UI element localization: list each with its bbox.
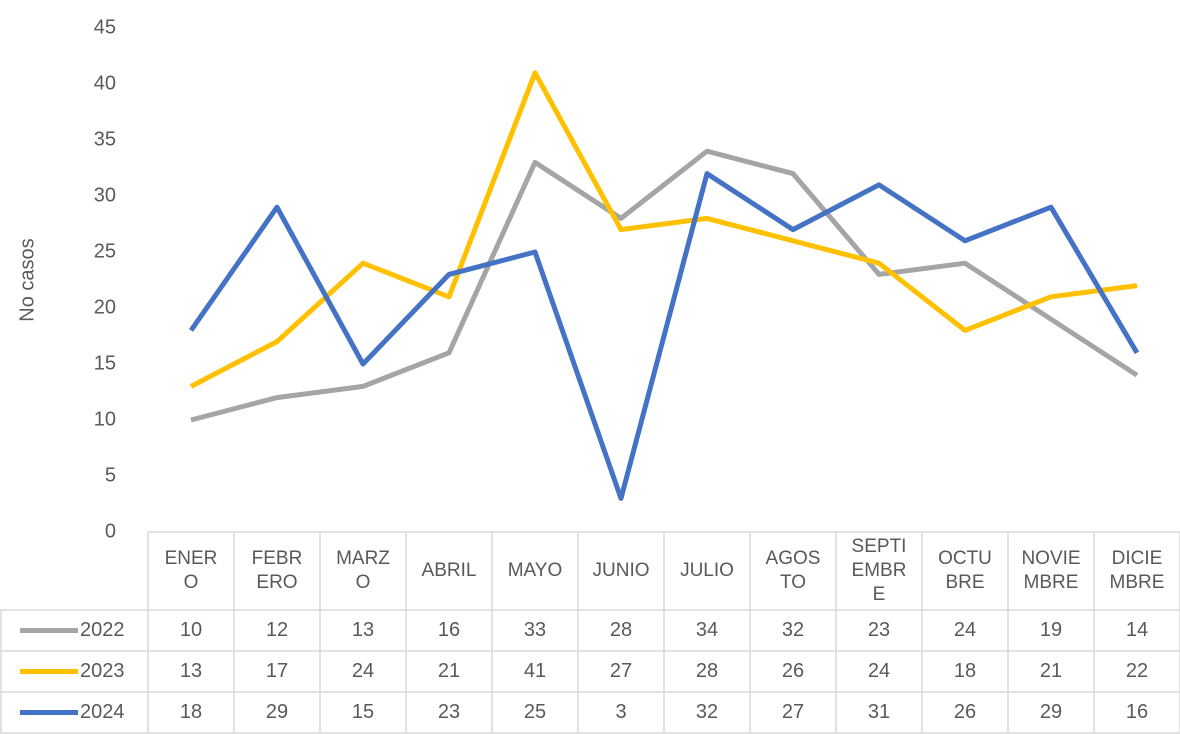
table-value: 3 xyxy=(615,701,626,723)
y-tick-label: 25 xyxy=(94,240,116,262)
x-tick-label: JUNIO xyxy=(578,532,664,610)
category-text: FEBRERO xyxy=(251,548,303,593)
y-tick-label: 40 xyxy=(94,72,116,94)
table-value: 22 xyxy=(1126,660,1148,682)
x-tick-label: ENERO xyxy=(148,532,234,610)
x-tick-label: JULIO xyxy=(664,532,750,610)
table-value: 23 xyxy=(868,619,890,641)
table-value: 26 xyxy=(782,660,804,682)
table-value: 14 xyxy=(1126,619,1148,641)
table-value: 32 xyxy=(782,619,804,641)
table-value: 16 xyxy=(1126,701,1148,723)
table-value: 27 xyxy=(610,660,632,682)
y-tick-label: 20 xyxy=(94,296,116,318)
category-text: SEPTIEMBRE xyxy=(851,536,907,605)
x-tick-label: NOVIEMBRE xyxy=(1008,532,1094,610)
series-line xyxy=(190,148,1139,423)
y-axis-title: No casos xyxy=(16,238,38,321)
legend-label: 2024 xyxy=(80,701,125,723)
table-value: 13 xyxy=(180,660,202,682)
table-value: 24 xyxy=(352,660,374,682)
category-text: ABRIL xyxy=(421,560,477,581)
table-value: 28 xyxy=(610,619,632,641)
table-value: 15 xyxy=(352,701,374,723)
table-value: 19 xyxy=(1040,619,1062,641)
legend-label: 2022 xyxy=(80,619,125,641)
table-value: 21 xyxy=(438,660,460,682)
table-value: 24 xyxy=(954,619,976,641)
table-value: 26 xyxy=(954,701,976,723)
table-value: 18 xyxy=(954,660,976,682)
legend-label: 2023 xyxy=(80,660,125,682)
x-tick-label: ABRIL xyxy=(406,532,492,610)
y-tick-label: 0 xyxy=(105,520,116,542)
category-text: NOVIEMBRE xyxy=(1021,548,1081,593)
y-tick-label: 45 xyxy=(94,16,116,38)
table-value: 33 xyxy=(524,619,546,641)
table-value: 27 xyxy=(782,701,804,723)
x-tick-label: FEBRERO xyxy=(234,532,320,610)
category-text: MARZO xyxy=(336,548,390,593)
table-value: 31 xyxy=(868,701,890,723)
x-tick-label: AGOSTO xyxy=(750,532,836,610)
table-value: 29 xyxy=(1040,701,1062,723)
series-line xyxy=(188,171,1140,501)
table-value: 21 xyxy=(1040,660,1062,682)
y-tick-label: 30 xyxy=(94,184,116,206)
table-value: 29 xyxy=(266,701,288,723)
table-value: 16 xyxy=(438,619,460,641)
table-value: 18 xyxy=(180,701,202,723)
y-tick-label: 10 xyxy=(94,408,116,430)
category-text: JULIO xyxy=(680,560,734,581)
y-tick-label: 5 xyxy=(105,464,116,486)
x-tick-label: MARZO xyxy=(320,532,406,610)
y-tick-label: 35 xyxy=(94,128,116,150)
table-value: 28 xyxy=(696,660,718,682)
category-text: ENERO xyxy=(164,548,218,593)
x-tick-label: SEPTIEMBRE xyxy=(836,532,922,610)
table-value: 25 xyxy=(524,701,546,723)
table-value: 23 xyxy=(438,701,460,723)
table-value: 41 xyxy=(524,660,546,682)
x-tick-label: OCTUBRE xyxy=(922,532,1008,610)
table-value: 13 xyxy=(352,619,374,641)
category-text: OCTUBRE xyxy=(938,548,992,593)
table-value: 32 xyxy=(696,701,718,723)
x-tick-label: MAYO xyxy=(492,532,578,610)
series-line xyxy=(189,70,1138,389)
table-value: 10 xyxy=(180,619,202,641)
table-value: 34 xyxy=(696,619,718,641)
category-text: DICIEMBRE xyxy=(1109,548,1165,593)
table-value: 17 xyxy=(266,660,288,682)
category-text: MAYO xyxy=(507,560,563,581)
y-tick-label: 15 xyxy=(94,352,116,374)
category-text: JUNIO xyxy=(592,560,650,581)
table-value: 24 xyxy=(868,660,890,682)
category-text: AGOSTO xyxy=(765,548,821,593)
x-tick-label: DICIEMBRE xyxy=(1094,532,1180,610)
table-value: 12 xyxy=(266,619,288,641)
